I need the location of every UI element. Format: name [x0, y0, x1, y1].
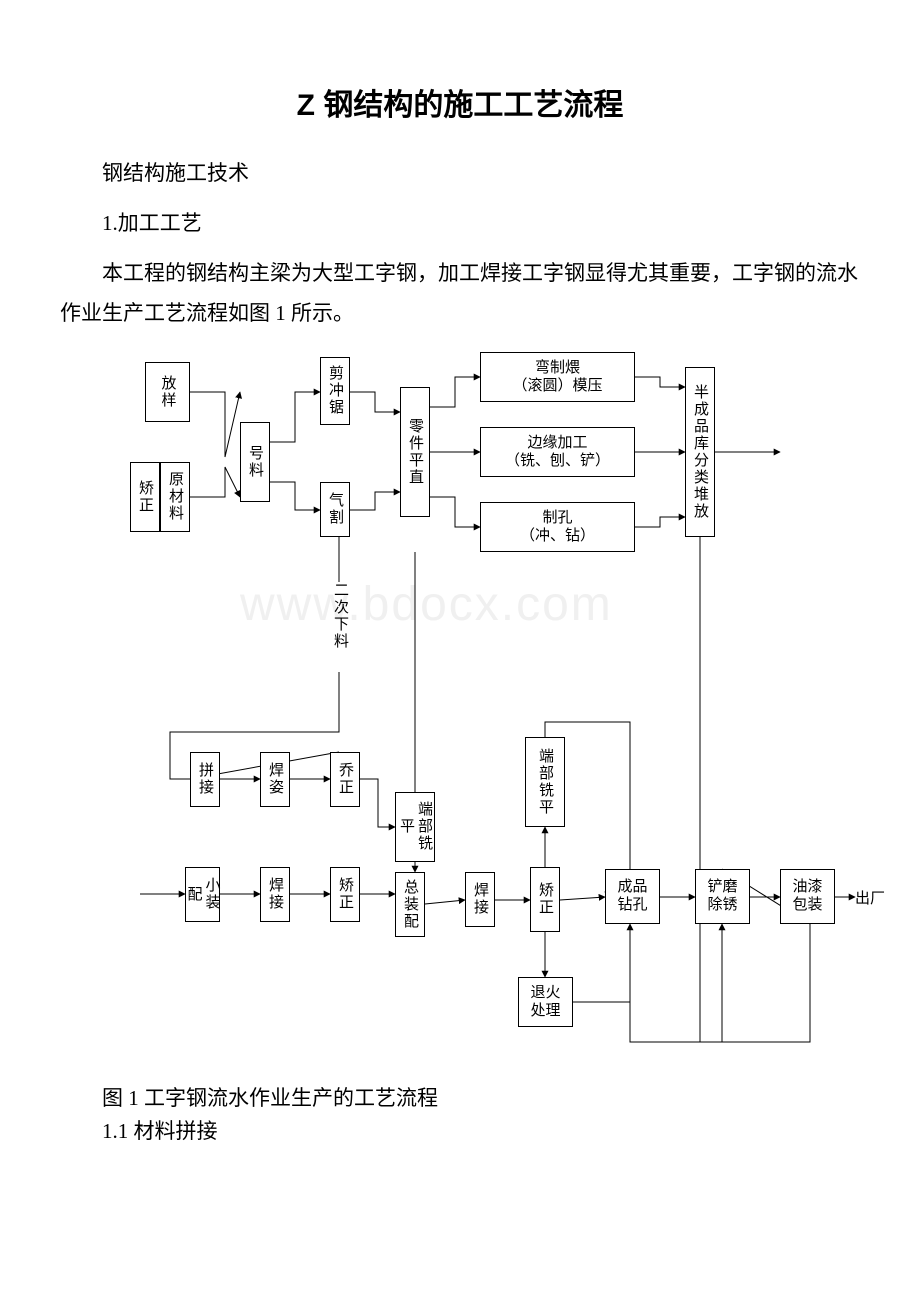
flow-node-fangyang: 放样 — [145, 362, 190, 422]
flow-node-hanjie1: 焊接 — [260, 867, 290, 922]
flow-node-jiaozheng3: 矫正 — [530, 867, 560, 932]
flow-node-zhikong: 制孔（冲、钻） — [480, 502, 635, 552]
flow-node-hanjie2: 焊接 — [465, 872, 495, 927]
flow-node-chuchang: 出厂 — [850, 887, 890, 907]
flow-node-jiaozheng1: 矫正 — [130, 462, 160, 532]
flow-node-chanmo: 铲磨除锈 — [695, 869, 750, 924]
subtitle: 钢结构施工技术 — [60, 154, 860, 194]
flowchart-edges — [60, 352, 860, 1052]
flow-node-yuancailiao: 原材料 — [160, 462, 190, 532]
section-heading-2: 1.1 材料拼接 — [60, 1112, 860, 1152]
flow-node-jiaozheng2: 矫正 — [330, 867, 360, 922]
body-paragraph-1: 本工程的钢结构主梁为大型工字钢，加工焊接工字钢显得尤其重要，工字钢的流水作业生产… — [60, 254, 860, 334]
flow-node-bianyuan: 边缘加工（铣、刨、铲） — [480, 427, 635, 477]
flowchart-container: www.bdocx.com 放样矫正原材料号料剪冲锯气割零件平直弯制煨（滚圆）模… — [60, 352, 860, 1052]
flow-node-zongzhuangpei: 总装配 — [395, 872, 425, 937]
flow-node-ercixialiao: 二次下料 — [330, 582, 348, 672]
flow-node-haoliao: 号料 — [240, 422, 270, 502]
flow-node-jianchongju: 剪冲锯 — [320, 357, 350, 425]
flow-node-qiaozheng: 乔正 — [330, 752, 360, 807]
flow-node-duanbu1: 端部铣平 — [395, 792, 435, 862]
flow-node-pinjie: 拼接 — [190, 752, 220, 807]
flow-node-qige: 气割 — [320, 482, 350, 537]
page-title: Z 钢结构的施工工艺流程 — [60, 80, 860, 124]
flow-node-banchengpin: 半成品库分类堆放 — [685, 367, 715, 537]
flow-node-wanmo: 弯制煨（滚圆）模压 — [480, 352, 635, 402]
flow-node-youqi: 油漆包装 — [780, 869, 835, 924]
flow-node-tuihuo: 退火处理 — [518, 977, 573, 1027]
section-heading-1: 1.加工工艺 — [60, 204, 860, 244]
flow-node-lingjian: 零件平直 — [400, 387, 430, 517]
flow-node-duanbu2: 端部铣平 — [525, 737, 565, 827]
figure-caption: 图 1 工字钢流水作业生产的工艺流程 — [60, 1082, 860, 1112]
flow-node-chengpin: 成品钻孔 — [605, 869, 660, 924]
flow-node-xiaozhuangpei: 小装配 — [185, 867, 220, 922]
flow-node-hanzi: 焊姿 — [260, 752, 290, 807]
